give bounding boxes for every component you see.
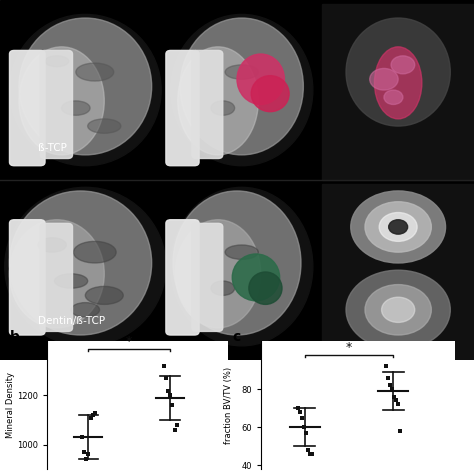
Point — [304, 447, 312, 454]
Ellipse shape — [173, 191, 301, 335]
Point — [383, 362, 390, 370]
Ellipse shape — [249, 272, 282, 304]
Ellipse shape — [9, 220, 104, 328]
Ellipse shape — [225, 245, 258, 259]
Text: *: * — [126, 335, 132, 348]
FancyBboxPatch shape — [9, 220, 45, 335]
Point — [388, 385, 396, 393]
Ellipse shape — [88, 119, 121, 133]
Ellipse shape — [175, 220, 261, 328]
Point — [386, 382, 394, 389]
Ellipse shape — [76, 63, 114, 81]
FancyBboxPatch shape — [166, 220, 199, 335]
Point — [169, 401, 176, 409]
Ellipse shape — [389, 220, 408, 234]
Ellipse shape — [225, 65, 258, 79]
FancyBboxPatch shape — [192, 50, 223, 158]
Point — [171, 426, 178, 434]
FancyBboxPatch shape — [40, 50, 73, 158]
Ellipse shape — [85, 286, 123, 304]
Ellipse shape — [171, 14, 313, 166]
Circle shape — [370, 68, 398, 90]
Ellipse shape — [365, 284, 431, 335]
Point — [296, 408, 304, 416]
Point — [80, 448, 88, 456]
Point — [160, 362, 167, 370]
Ellipse shape — [45, 56, 69, 67]
Point — [91, 409, 99, 417]
Point — [166, 392, 174, 399]
Text: c: c — [232, 330, 240, 344]
Text: b: b — [9, 330, 19, 344]
Ellipse shape — [379, 212, 417, 241]
Text: ß-TCP: ß-TCP — [38, 143, 67, 153]
Ellipse shape — [19, 18, 152, 155]
Circle shape — [391, 56, 415, 74]
Circle shape — [384, 90, 403, 104]
Bar — [322, 4, 474, 180]
Ellipse shape — [251, 76, 289, 112]
Point — [392, 397, 400, 404]
Ellipse shape — [9, 191, 152, 335]
Point — [162, 374, 170, 382]
Point — [84, 451, 92, 458]
Ellipse shape — [73, 241, 116, 263]
Point — [308, 450, 316, 458]
Ellipse shape — [55, 274, 88, 288]
Point — [306, 450, 314, 458]
Point — [87, 414, 94, 421]
Text: Dentin/ß-TCP: Dentin/ß-TCP — [38, 316, 105, 326]
Ellipse shape — [232, 254, 280, 301]
Ellipse shape — [211, 281, 235, 295]
Ellipse shape — [374, 47, 422, 119]
Ellipse shape — [346, 18, 450, 126]
Ellipse shape — [71, 302, 100, 317]
Ellipse shape — [38, 238, 66, 252]
Point — [394, 401, 402, 408]
Ellipse shape — [365, 202, 431, 252]
Ellipse shape — [351, 191, 446, 263]
Point — [384, 374, 392, 382]
Y-axis label: fraction BV/TV (%): fraction BV/TV (%) — [224, 367, 233, 444]
Text: *: * — [346, 341, 352, 354]
Ellipse shape — [180, 18, 303, 155]
Point — [298, 414, 306, 421]
FancyBboxPatch shape — [9, 50, 45, 166]
Point — [173, 421, 181, 429]
Bar — [322, 184, 474, 360]
Y-axis label: Mineral Density: Mineral Density — [6, 372, 15, 438]
FancyBboxPatch shape — [192, 223, 223, 331]
Ellipse shape — [346, 270, 450, 349]
Ellipse shape — [382, 297, 415, 322]
Ellipse shape — [171, 187, 313, 346]
Point — [294, 404, 301, 412]
Ellipse shape — [9, 14, 161, 166]
Point — [396, 427, 404, 435]
Point — [82, 456, 90, 463]
Ellipse shape — [19, 47, 104, 155]
Point — [302, 429, 310, 437]
Point — [300, 423, 308, 431]
Ellipse shape — [178, 47, 258, 155]
Ellipse shape — [62, 101, 90, 115]
FancyBboxPatch shape — [166, 50, 199, 166]
FancyBboxPatch shape — [40, 223, 73, 331]
Point — [78, 434, 86, 441]
Ellipse shape — [5, 187, 166, 346]
Point — [89, 411, 97, 419]
Point — [164, 387, 172, 394]
Ellipse shape — [237, 54, 284, 104]
Ellipse shape — [211, 101, 235, 115]
Point — [391, 393, 398, 401]
